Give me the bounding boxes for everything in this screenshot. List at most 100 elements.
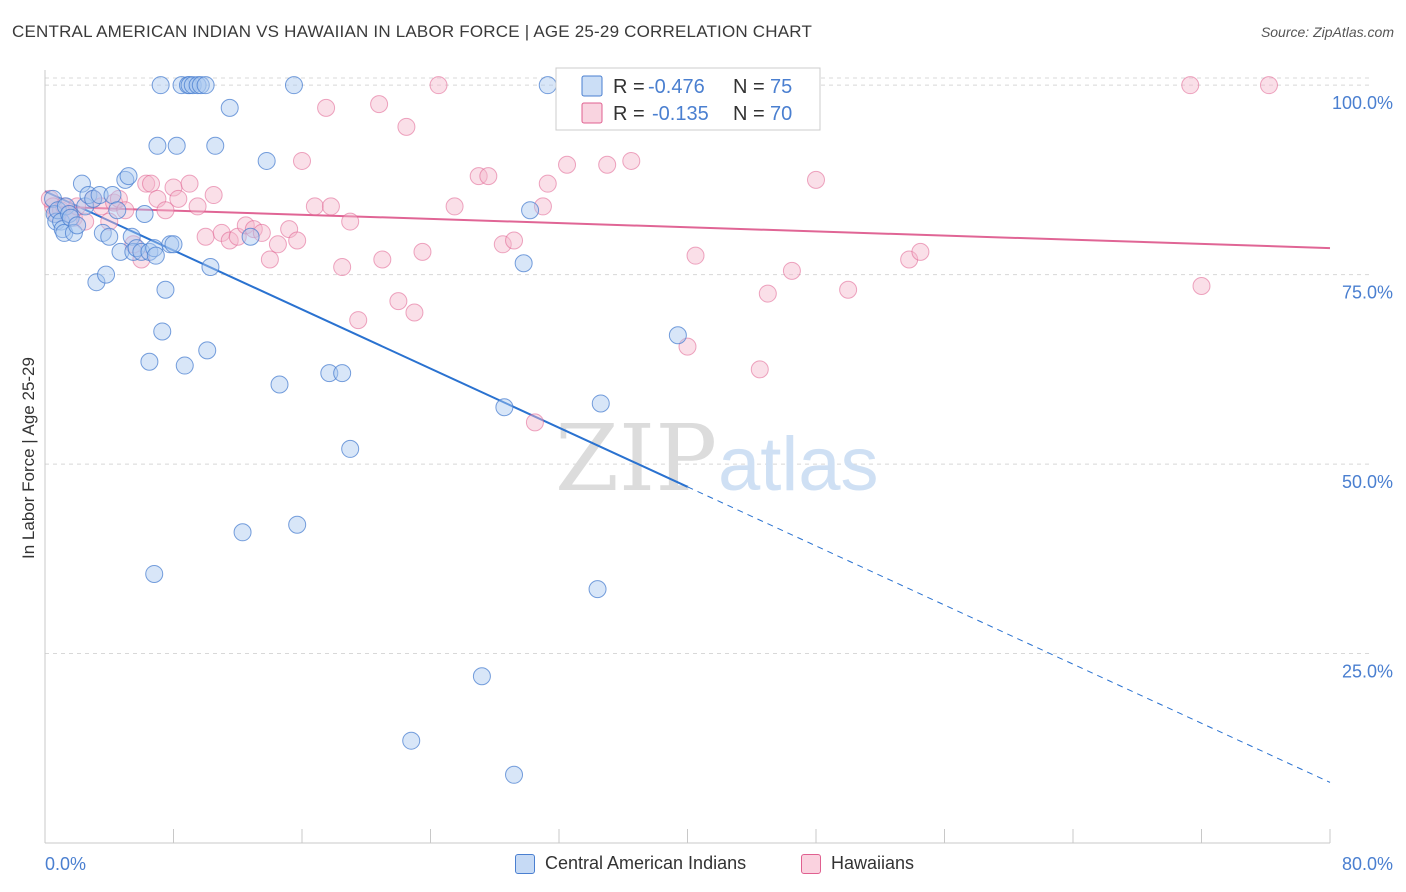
data-point-central-american-indians: [103, 186, 122, 205]
legend-swatch-pink: [581, 102, 603, 124]
data-point-hawaiians: [686, 246, 705, 265]
legend-swatch-blue: [581, 75, 603, 97]
data-point-hawaiians: [268, 235, 287, 254]
legend-swatch-central-american-indians: [515, 853, 535, 874]
data-point-central-american-indians: [495, 398, 514, 417]
tick-labels: 25.0% 50.0% 75.0% 100.0% 0.0% 80.0%: [45, 93, 1393, 874]
data-point-central-american-indians: [333, 364, 352, 383]
data-point-central-american-indians: [198, 341, 217, 360]
data-point-central-american-indians: [108, 201, 127, 220]
bottom-legend: Central American Indians Hawaiians: [0, 850, 1406, 880]
data-point-central-american-indians: [146, 246, 165, 265]
data-point-hawaiians: [252, 223, 271, 242]
data-point-central-american-indians: [472, 667, 491, 686]
legend-n-value-1: 75: [770, 76, 792, 98]
legend-box: R = -0.476 N = 75 R = -0.135 N = 70: [555, 67, 821, 131]
data-point-hawaiians: [397, 117, 416, 136]
data-point-central-american-indians: [320, 364, 339, 383]
y-tick-label: 75.0%: [1342, 283, 1393, 303]
gridlines: [45, 77, 1370, 655]
data-point-hawaiians: [622, 151, 641, 170]
data-point-hawaiians: [260, 250, 279, 269]
data-point-hawaiians: [188, 197, 207, 216]
data-point-central-american-indians: [284, 76, 303, 95]
y-axis-label: In Labor Force | Age 25-29: [19, 357, 38, 559]
data-point-central-american-indians: [122, 227, 141, 246]
data-point-central-american-indians: [591, 394, 610, 413]
data-point-central-american-indians: [140, 352, 159, 371]
data-point-hawaiians: [196, 227, 215, 246]
watermark: ZIP atlas: [555, 405, 879, 512]
data-point-central-american-indians: [61, 208, 80, 227]
data-point-central-american-indians: [164, 235, 183, 254]
data-point-central-american-indians: [97, 265, 116, 284]
legend-r-label-2: R =: [613, 103, 645, 125]
trendline-central-american-indians: [44, 190, 688, 488]
data-point-central-american-indians: [148, 136, 167, 155]
legend-n-label-1: N =: [733, 76, 765, 98]
data-point-hawaiians: [413, 242, 432, 261]
data-point-hawaiians: [333, 258, 352, 277]
data-point-central-american-indians: [196, 76, 215, 95]
data-point-central-american-indians: [402, 731, 421, 750]
legend-label-hawaiians: Hawaiians: [831, 853, 915, 873]
data-point-hawaiians: [911, 242, 930, 261]
legend-item-central-american-indians[interactable]: Central American Indians: [515, 853, 746, 874]
x-tick-label: 80.0%: [1342, 854, 1393, 874]
data-point-hawaiians: [598, 155, 617, 174]
data-point-central-american-indians: [668, 326, 687, 345]
source-credit: Source: ZipAtlas.com: [1260, 24, 1394, 40]
data-point-central-american-indians: [100, 227, 119, 246]
data-point-hawaiians: [429, 76, 448, 95]
legend-label-central-american-indians: Central American Indians: [545, 853, 747, 873]
data-point-central-american-indians: [257, 151, 276, 170]
data-point-hawaiians: [839, 280, 858, 299]
data-point-hawaiians: [305, 197, 324, 216]
data-point-central-american-indians: [220, 98, 239, 117]
legend-n-label-2: N =: [733, 103, 765, 125]
data-point-hawaiians: [288, 231, 307, 250]
data-point-hawaiians: [525, 413, 544, 432]
data-point-hawaiians: [505, 231, 524, 250]
data-point-central-american-indians: [505, 765, 524, 784]
data-point-hawaiians: [558, 155, 577, 174]
y-tick-label: 25.0%: [1342, 662, 1393, 682]
data-point-hawaiians: [373, 250, 392, 269]
data-point-hawaiians: [782, 261, 801, 280]
y-tick-label: 50.0%: [1342, 472, 1393, 492]
data-point-hawaiians: [405, 303, 424, 322]
data-point-hawaiians: [493, 235, 512, 254]
trendline-central-american-indians-extension: [687, 486, 1331, 783]
data-point-central-american-indians: [201, 258, 220, 277]
data-point-hawaiians: [750, 360, 769, 379]
data-point-hawaiians: [1181, 76, 1200, 95]
y-tick-label: 100.0%: [1332, 93, 1393, 113]
legend-n-value-2: 70: [770, 103, 792, 125]
data-point-hawaiians: [156, 201, 175, 220]
data-point-central-american-indians: [145, 564, 164, 583]
data-point-hawaiians: [538, 174, 557, 193]
data-point-hawaiians: [180, 174, 199, 193]
data-point-central-american-indians: [588, 580, 607, 599]
data-point-hawaiians: [317, 98, 336, 117]
data-point-central-american-indians: [90, 186, 109, 205]
data-point-central-american-indians: [68, 216, 87, 235]
data-point-central-american-indians: [538, 76, 557, 95]
data-point-hawaiians: [1192, 276, 1211, 295]
data-point-hawaiians: [169, 189, 188, 208]
legend-item-hawaiians[interactable]: Hawaiians: [801, 853, 914, 874]
data-point-central-american-indians: [72, 174, 91, 193]
data-point-central-american-indians: [119, 167, 138, 186]
data-point-central-american-indians: [341, 439, 360, 458]
data-point-central-american-indians: [206, 136, 225, 155]
trendlines: [44, 190, 1331, 783]
data-point-central-american-indians: [270, 375, 289, 394]
data-point-hawaiians: [479, 167, 498, 186]
data-point-hawaiians: [445, 197, 464, 216]
data-point-hawaiians: [204, 186, 223, 205]
data-point-central-american-indians: [151, 76, 170, 95]
legend-r-value-1: -0.476: [648, 76, 705, 98]
data-point-hawaiians: [758, 284, 777, 303]
data-point-hawaiians: [142, 174, 161, 193]
